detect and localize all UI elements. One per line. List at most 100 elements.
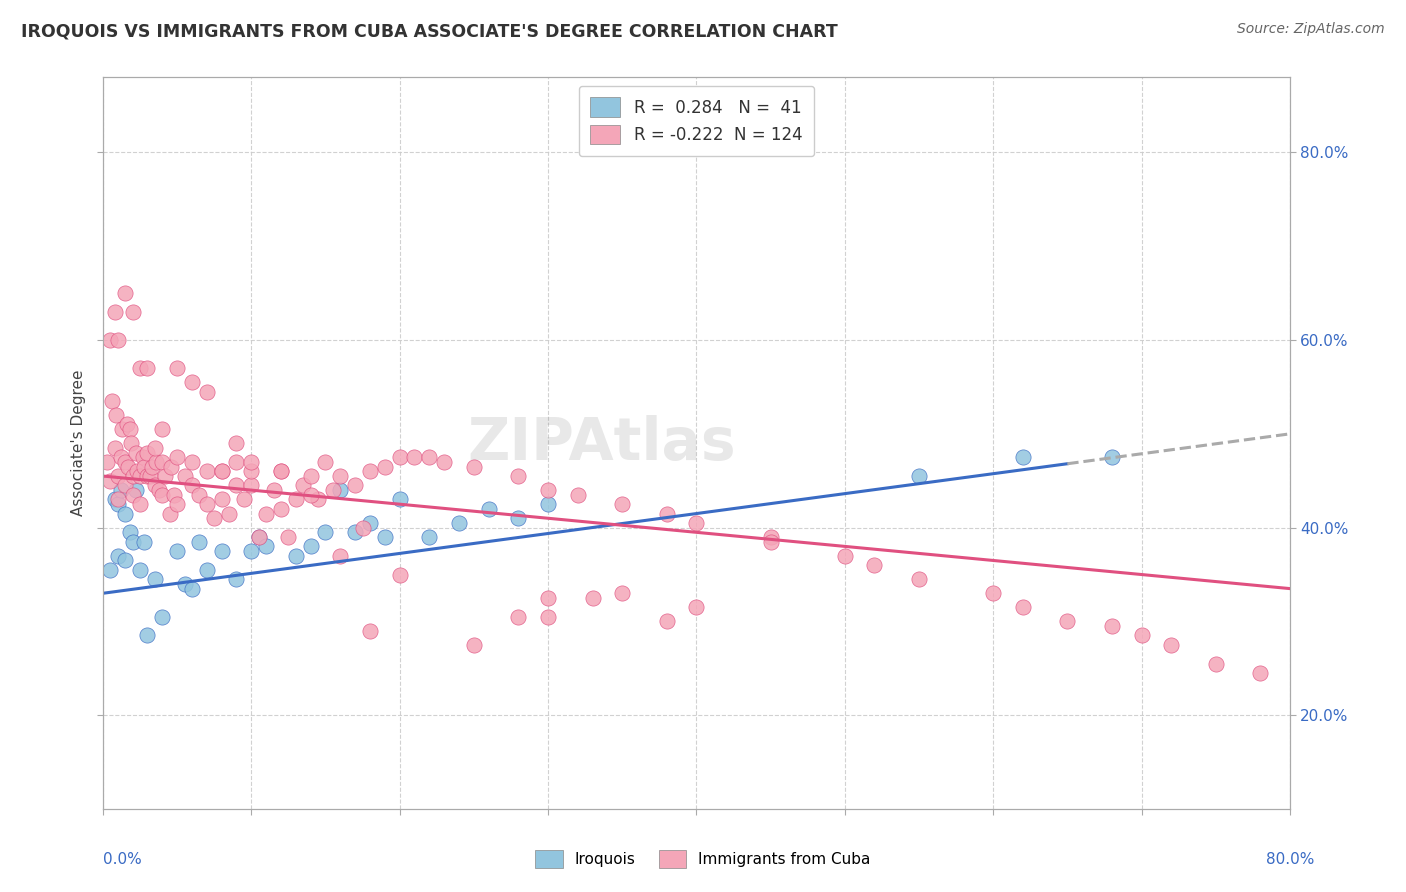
Point [145, 455, 167, 469]
Point [270, 501, 292, 516]
Point [150, 488, 173, 502]
Point [908, 572, 931, 586]
Point [388, 450, 411, 465]
Point [211, 492, 233, 507]
Point [101, 394, 124, 409]
Point [121, 488, 143, 502]
Point [117, 459, 139, 474]
Point [1130, 628, 1153, 642]
Point [374, 530, 396, 544]
Point [124, 483, 146, 497]
Point [863, 558, 886, 573]
Point [195, 563, 218, 577]
Point [581, 591, 603, 605]
Point [537, 609, 560, 624]
Point [537, 483, 560, 497]
Point [612, 497, 634, 511]
Point [359, 516, 381, 530]
Point [388, 492, 411, 507]
Point [537, 497, 560, 511]
Point [263, 483, 285, 497]
Point [359, 464, 381, 478]
Point [104, 441, 127, 455]
Point [537, 591, 560, 605]
Point [612, 586, 634, 600]
Point [136, 469, 159, 483]
Point [98, 563, 121, 577]
Point [352, 521, 374, 535]
Point [195, 464, 218, 478]
Point [188, 488, 211, 502]
Point [143, 572, 166, 586]
Point [344, 525, 367, 540]
Point [181, 376, 204, 390]
Point [148, 483, 170, 497]
Point [478, 501, 501, 516]
Point [96, 455, 118, 469]
Point [118, 422, 141, 436]
Point [107, 497, 129, 511]
Point [759, 530, 782, 544]
Point [115, 417, 138, 432]
Point [188, 534, 211, 549]
Point [218, 507, 240, 521]
Point [254, 540, 277, 554]
Legend: R =  0.284   N =  41, R = -0.222  N = 124: R = 0.284 N = 41, R = -0.222 N = 124 [579, 86, 814, 156]
Point [120, 436, 142, 450]
Point [359, 624, 381, 638]
Point [463, 459, 485, 474]
Point [508, 469, 530, 483]
Legend: Iroquois, Immigrants from Cuba: Iroquois, Immigrants from Cuba [527, 843, 879, 875]
Point [1056, 615, 1078, 629]
Point [240, 455, 263, 469]
Point [107, 549, 129, 563]
Point [110, 483, 132, 497]
Point [121, 305, 143, 319]
Point [114, 286, 136, 301]
Text: 80.0%: 80.0% [1267, 852, 1315, 867]
Point [240, 544, 263, 558]
Point [114, 553, 136, 567]
Point [1101, 450, 1123, 465]
Point [166, 450, 188, 465]
Point [129, 469, 152, 483]
Point [107, 333, 129, 347]
Point [655, 615, 678, 629]
Point [211, 544, 233, 558]
Point [404, 450, 426, 465]
Point [136, 628, 159, 642]
Point [202, 511, 225, 525]
Point [114, 507, 136, 521]
Text: ZIPAtlas: ZIPAtlas [467, 415, 735, 472]
Point [124, 445, 146, 459]
Point [344, 478, 367, 492]
Point [181, 455, 204, 469]
Point [240, 478, 263, 492]
Point [166, 544, 188, 558]
Point [1101, 619, 1123, 633]
Point [1160, 638, 1182, 652]
Point [225, 478, 247, 492]
Point [150, 455, 173, 469]
Point [150, 422, 173, 436]
Point [1249, 665, 1271, 680]
Point [163, 488, 186, 502]
Point [463, 638, 485, 652]
Point [759, 534, 782, 549]
Point [314, 455, 336, 469]
Point [418, 450, 440, 465]
Point [129, 497, 152, 511]
Point [292, 478, 315, 492]
Point [159, 507, 181, 521]
Point [111, 422, 134, 436]
Point [240, 464, 263, 478]
Point [247, 530, 270, 544]
Point [685, 600, 707, 615]
Point [136, 361, 159, 376]
Point [329, 549, 352, 563]
Point [121, 534, 143, 549]
Point [981, 586, 1004, 600]
Point [134, 534, 156, 549]
Point [211, 464, 233, 478]
Point [166, 361, 188, 376]
